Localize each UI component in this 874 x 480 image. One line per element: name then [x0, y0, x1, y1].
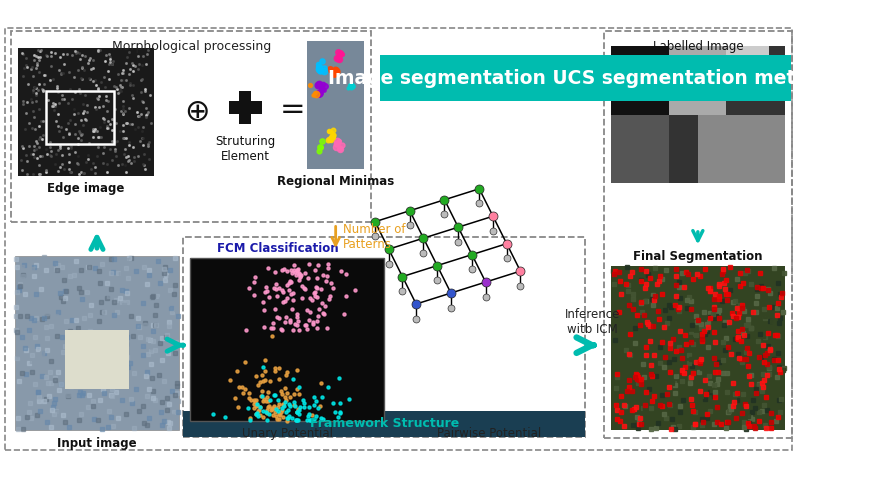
Bar	[611, 265, 785, 430]
Bar	[183, 411, 586, 437]
Text: FCM Classification: FCM Classification	[217, 241, 338, 254]
Text: Edge image: Edge image	[47, 182, 125, 195]
Bar	[18, 48, 154, 176]
Bar	[15, 256, 179, 430]
Bar	[697, 115, 785, 183]
Text: Number of
Patterns: Number of Patterns	[343, 223, 406, 251]
Text: Input image: Input image	[57, 436, 136, 450]
Bar	[726, 46, 769, 92]
Text: Pairwise Potential: Pairwise Potential	[437, 427, 541, 440]
Bar	[611, 46, 785, 183]
Text: Inference
witb ICM: Inference witb ICM	[565, 308, 621, 336]
Bar	[191, 258, 385, 421]
Text: Image segmentation UCS segmentation method.: Image segmentation UCS segmentation meth…	[329, 69, 843, 88]
Bar	[65, 330, 129, 389]
Bar	[669, 46, 726, 115]
Text: $\oplus$: $\oplus$	[184, 97, 209, 126]
Bar	[239, 91, 251, 124]
Bar	[308, 41, 364, 168]
Bar	[45, 91, 114, 144]
Text: Framework Structure: Framework Structure	[309, 417, 459, 431]
Text: Morphological processing: Morphological processing	[112, 40, 271, 53]
Bar	[611, 46, 697, 115]
Text: Struturing
Element: Struturing Element	[215, 134, 275, 163]
Text: Final Segmentation: Final Segmentation	[633, 250, 763, 263]
Text: Labelled Image: Labelled Image	[653, 40, 743, 53]
Text: Unary Potential: Unary Potential	[242, 427, 333, 440]
Bar	[229, 101, 261, 114]
Text: =: =	[280, 95, 306, 124]
Bar	[611, 115, 669, 183]
FancyBboxPatch shape	[379, 55, 791, 101]
Text: Regional Minimas: Regional Minimas	[277, 175, 394, 188]
